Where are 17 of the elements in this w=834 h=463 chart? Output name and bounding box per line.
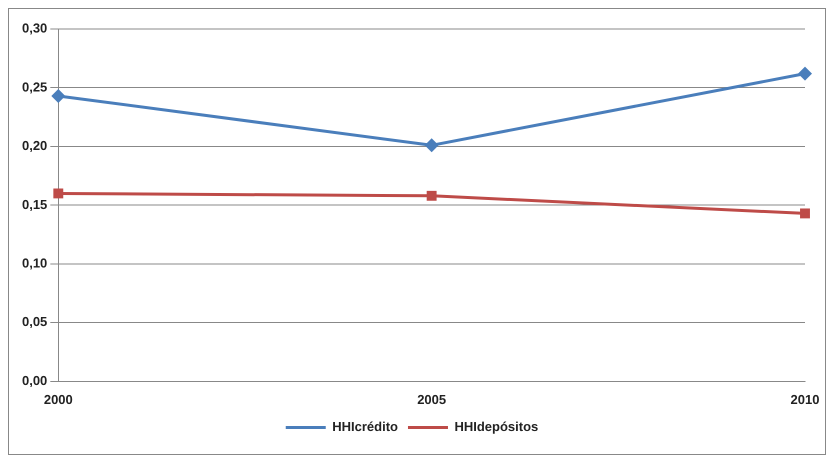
y-tick-label: 0,10 (22, 256, 48, 271)
point (426, 190, 437, 201)
point (53, 188, 64, 198)
x-tick-label: 2005 (417, 392, 446, 407)
y-tick-label: 0,15 (22, 196, 48, 212)
y-tick-label: 0,20 (22, 138, 48, 154)
point (800, 208, 810, 218)
point (798, 66, 812, 81)
x-tick-label: 2000 (44, 392, 73, 407)
point (424, 138, 439, 152)
y-tick-label: 0,30 (22, 20, 48, 36)
y-tick-label: 0,25 (22, 79, 48, 94)
y-tick-label: 0,05 (22, 314, 48, 330)
y-tick-label: 0,00 (22, 372, 48, 388)
legend-label: HHIcrédito (332, 419, 398, 434)
x-tick-label: 2010 (790, 392, 820, 407)
legend-label: HHIdepósitos (454, 419, 538, 434)
